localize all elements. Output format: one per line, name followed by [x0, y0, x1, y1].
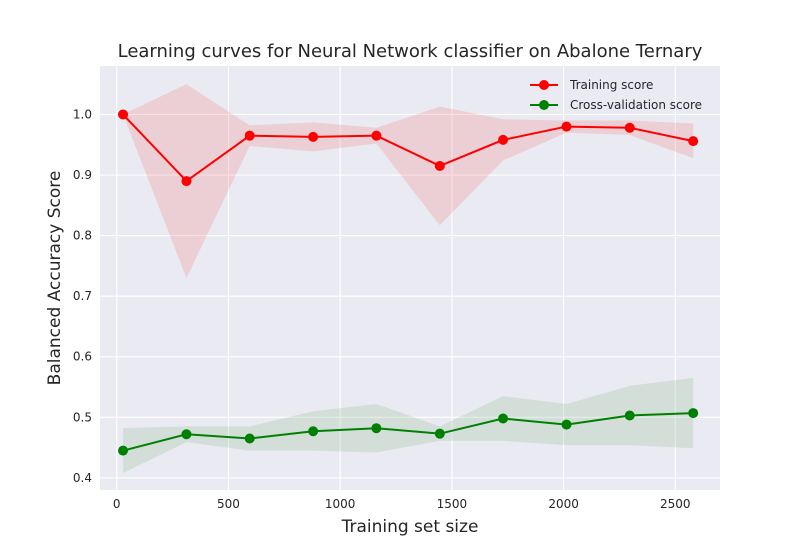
y-tick-labels: 0.4 0.5 0.6 0.7 0.8 0.9 1.0: [73, 107, 92, 484]
x-tick-label: 2500: [660, 497, 691, 511]
training-score-point: [308, 131, 319, 142]
legend: Training score Cross-validation score: [530, 78, 702, 112]
training-score-line: [122, 113, 694, 183]
legend-marker-training: [539, 80, 549, 90]
cv-score-point: [561, 419, 572, 430]
training-score-point: [244, 130, 255, 141]
x-tick-label: 500: [217, 497, 240, 511]
cv-score-point: [244, 433, 255, 444]
chart-title: Learning curves for Neural Network class…: [118, 41, 703, 62]
training-score-point: [181, 176, 192, 187]
training-score-point: [624, 122, 635, 133]
cv-score-line: [122, 412, 694, 452]
cv-score-point: [688, 408, 699, 419]
legend-label-training: Training score: [569, 78, 653, 92]
training-score-point: [371, 130, 382, 141]
training-score-point: [561, 121, 572, 132]
y-tick-label: 0.5: [73, 410, 92, 424]
score-lines: [122, 113, 694, 452]
y-tick-label: 0.4: [73, 471, 92, 485]
training-score-point: [498, 134, 509, 145]
cv-score-band: [123, 377, 694, 474]
cv-score-point: [498, 413, 509, 424]
y-tick-label: 1.0: [73, 107, 92, 121]
training-score-point: [688, 136, 699, 147]
y-axis-label: Balanced Accuracy Score: [45, 171, 65, 386]
x-axis-label: Training set size: [341, 517, 479, 537]
legend-label-cv: Cross-validation score: [570, 98, 702, 112]
y-tick-label: 0.9: [73, 168, 92, 182]
x-tick-labels: 0 500 1000 1500 2000 2500: [113, 497, 691, 511]
x-tick-label: 1500: [437, 497, 468, 511]
training-score-point: [434, 160, 445, 171]
legend-marker-cv: [539, 100, 549, 110]
plot-background: [100, 66, 720, 490]
cv-score-point: [181, 429, 192, 440]
training-score-point: [118, 109, 129, 120]
cv-score-point: [624, 410, 635, 421]
cv-score-point: [371, 423, 382, 434]
cv-score-point: [308, 426, 319, 437]
y-tick-label: 0.6: [73, 350, 92, 364]
x-tick-label: 0: [113, 497, 121, 511]
cv-score-point: [434, 428, 445, 439]
x-tick-label: 2000: [548, 497, 579, 511]
score-bands: [123, 84, 694, 474]
y-tick-label: 0.8: [73, 229, 92, 243]
score-points: [118, 109, 699, 456]
cv-score-point: [118, 445, 129, 456]
x-tick-label: 1000: [325, 497, 356, 511]
training-score-band: [123, 84, 694, 279]
y-tick-label: 0.7: [73, 289, 92, 303]
